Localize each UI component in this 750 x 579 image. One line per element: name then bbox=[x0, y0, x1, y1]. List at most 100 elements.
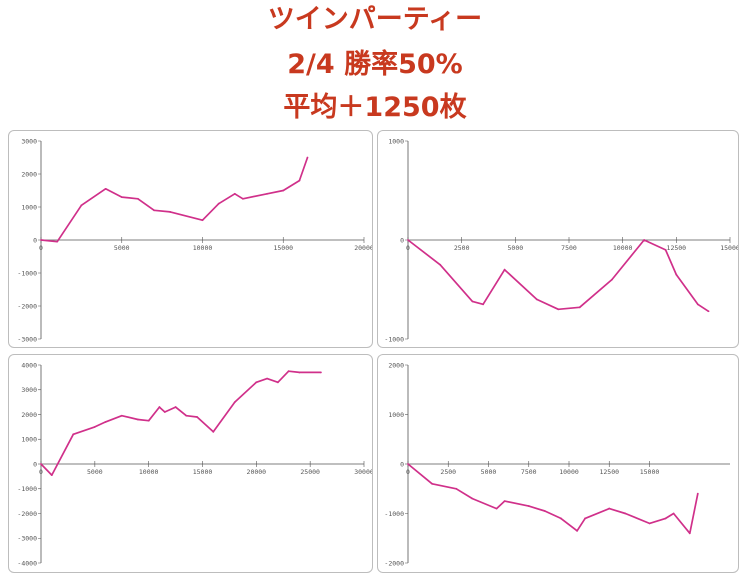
data-point bbox=[535, 298, 538, 301]
data-point bbox=[72, 433, 75, 436]
x-tick-label: 5000 bbox=[114, 244, 130, 252]
y-tick-label: 0 bbox=[33, 460, 37, 468]
x-tick-label: 10000 bbox=[559, 468, 579, 476]
data-point bbox=[320, 371, 322, 374]
chart-panel-4: 2000 1000 0 -1000 -2000 0 2500 5000 7500 10000 125… bbox=[377, 354, 739, 573]
data-point bbox=[495, 507, 498, 510]
chart-panel-1: 3000 2000 1000 0 -1000 -2000 -3000 0 5000 10000 15… bbox=[8, 130, 373, 348]
x-tick-label: 2500 bbox=[454, 244, 470, 252]
x-tick-label: 0 bbox=[39, 244, 43, 252]
data-point bbox=[241, 197, 244, 200]
data-point bbox=[672, 512, 675, 515]
data-point bbox=[233, 401, 236, 404]
data-point bbox=[503, 500, 506, 503]
data-point bbox=[282, 189, 285, 192]
y-tick-label: 4000 bbox=[21, 361, 37, 369]
data-point bbox=[266, 192, 268, 195]
data-point bbox=[557, 308, 560, 311]
data-point bbox=[675, 273, 678, 276]
data-point bbox=[471, 300, 474, 303]
data-point bbox=[50, 474, 53, 477]
y-tick-label: -1000 bbox=[384, 510, 404, 518]
data-point bbox=[137, 418, 139, 421]
data-point bbox=[578, 306, 581, 309]
series-line bbox=[407, 239, 709, 313]
data-point bbox=[233, 192, 236, 195]
data-point bbox=[503, 268, 506, 271]
data-point bbox=[527, 505, 530, 507]
y-tick-label: 0 bbox=[400, 236, 404, 244]
data-point bbox=[643, 239, 646, 241]
title-line-2: 2/4 勝率50% bbox=[287, 49, 463, 80]
y-tick-label: 2000 bbox=[21, 170, 37, 178]
y-tick-label: -2000 bbox=[17, 510, 37, 518]
data-point bbox=[584, 517, 586, 520]
data-point bbox=[608, 507, 611, 510]
y-tick-label: 0 bbox=[400, 460, 404, 468]
data-point bbox=[707, 310, 710, 313]
data-point bbox=[93, 425, 96, 428]
data-point bbox=[439, 263, 442, 266]
data-point bbox=[276, 381, 279, 384]
data-point bbox=[217, 202, 220, 205]
x-tick-label: 12500 bbox=[599, 468, 619, 476]
data-point bbox=[696, 303, 699, 306]
data-point bbox=[158, 406, 161, 408]
y-tick-label: 3000 bbox=[21, 386, 37, 394]
series-line bbox=[40, 370, 321, 476]
y-tick-label: -1000 bbox=[384, 335, 404, 343]
y-tick-label: -2000 bbox=[384, 559, 404, 567]
chart-panel-2: 1000 0 -1000 0 2500 5000 7500 10000 12500 15000 bbox=[377, 130, 739, 348]
data-point bbox=[104, 421, 107, 423]
x-tick-label: 15000 bbox=[640, 468, 660, 476]
y-tick-label: -1000 bbox=[17, 269, 37, 277]
data-point bbox=[287, 370, 290, 373]
y-tick-label: 2000 bbox=[388, 361, 404, 369]
y-tick-label: -1000 bbox=[17, 485, 37, 493]
data-point bbox=[624, 512, 627, 515]
data-point bbox=[688, 532, 691, 535]
data-point bbox=[664, 517, 667, 520]
title-line-1: ツインパーティー bbox=[267, 4, 483, 35]
y-tick-label: 3000 bbox=[21, 137, 37, 145]
data-point bbox=[431, 482, 434, 485]
data-point bbox=[196, 416, 199, 418]
data-point bbox=[664, 249, 667, 251]
data-point bbox=[266, 377, 268, 380]
y-tick-label: -2000 bbox=[17, 302, 37, 310]
data-point bbox=[56, 240, 59, 243]
x-tick-label: 15000 bbox=[720, 244, 739, 252]
title-line-3: 平均＋1250枚 bbox=[283, 92, 467, 123]
data-point bbox=[560, 517, 562, 520]
data-point bbox=[40, 239, 42, 241]
data-point bbox=[471, 497, 474, 500]
data-point bbox=[80, 204, 83, 207]
data-point bbox=[407, 463, 409, 465]
y-tick-label: 1000 bbox=[21, 436, 37, 444]
y-tick-label: -3000 bbox=[17, 335, 37, 343]
x-tick-label: 15000 bbox=[273, 244, 293, 252]
x-tick-label: 7500 bbox=[561, 244, 577, 252]
x-tick-label: 25000 bbox=[300, 468, 320, 476]
x-tick-label: 10000 bbox=[193, 244, 213, 252]
x-tick-label: 20000 bbox=[247, 468, 267, 476]
y-tick-label: -4000 bbox=[17, 559, 37, 567]
y-tick-label: -3000 bbox=[17, 535, 37, 543]
data-point bbox=[185, 414, 188, 417]
data-point bbox=[648, 522, 651, 525]
x-tick-label: 20000 bbox=[354, 244, 373, 252]
x-tick-label: 30000 bbox=[354, 468, 373, 476]
y-tick-label: 1000 bbox=[21, 203, 37, 211]
data-point bbox=[120, 414, 123, 417]
chart-2-svg: 10000-10000 2500 5000 7500 10000 12500 15000 bbox=[384, 137, 739, 343]
data-point bbox=[163, 411, 166, 413]
data-point bbox=[201, 219, 204, 222]
data-point bbox=[696, 492, 699, 495]
data-point bbox=[104, 187, 107, 190]
y-tick-label: 1000 bbox=[388, 411, 404, 419]
series-line bbox=[40, 157, 309, 243]
data-point bbox=[482, 303, 485, 306]
x-tick-label: 2500 bbox=[440, 468, 456, 476]
